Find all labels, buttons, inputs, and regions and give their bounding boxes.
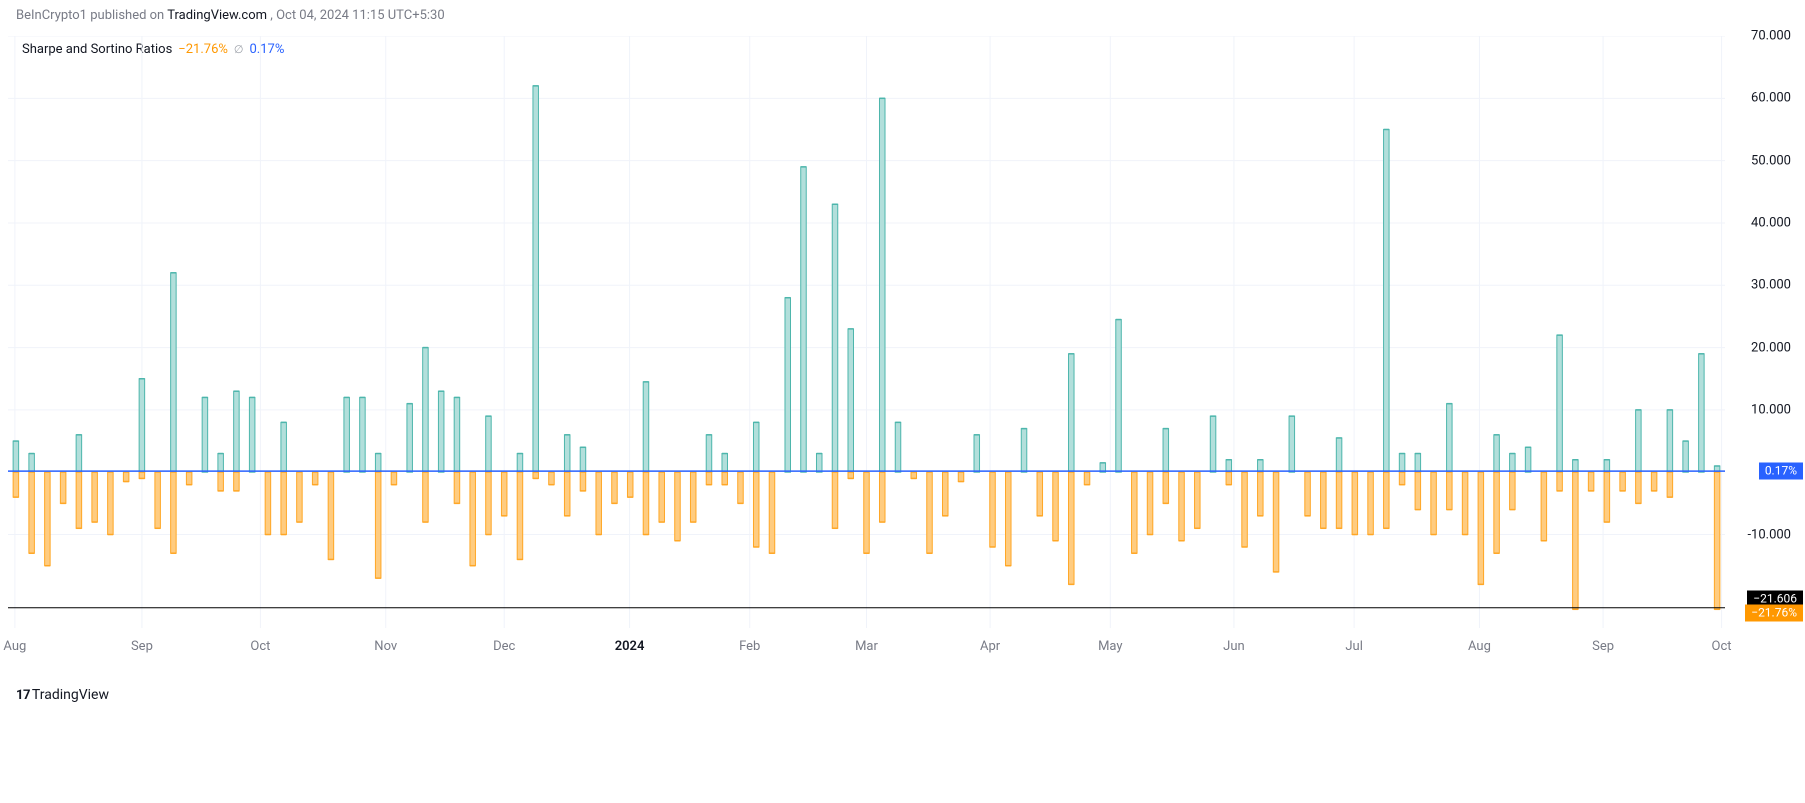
y-tick: 10.000 — [1751, 402, 1791, 417]
chart-plot[interactable] — [8, 36, 1725, 628]
x-tick: Apr — [980, 639, 1000, 654]
x-axis[interactable]: AugSepOctNovDec2024FebMarAprMayJunJulAug… — [8, 633, 1725, 663]
x-tick: Mar — [855, 639, 878, 654]
x-tick: Oct — [250, 639, 270, 654]
x-tick: Aug — [1468, 639, 1491, 654]
x-tick: Feb — [739, 639, 760, 654]
published-on: published on — [90, 8, 167, 23]
y-tick: 20.000 — [1751, 340, 1791, 355]
y-axis[interactable]: 70.00060.00050.00040.00030.00020.00010.0… — [1727, 36, 1805, 628]
tradingview-logo[interactable]: 17 TradingView — [16, 687, 109, 703]
x-tick: Nov — [374, 639, 397, 654]
x-tick: Dec — [493, 639, 515, 654]
x-tick: May — [1098, 639, 1122, 654]
tv-text: TradingView — [32, 687, 109, 703]
y-tick: 60.000 — [1751, 91, 1791, 106]
y-tick: -10.000 — [1747, 527, 1791, 542]
x-tick: Aug — [3, 639, 26, 654]
y-tick: 50.000 — [1751, 153, 1791, 168]
y-tick: 30.000 — [1751, 278, 1791, 293]
x-tick: Sep — [131, 639, 153, 654]
y-badge: −21.76% — [1745, 605, 1803, 622]
source: TradingView.com — [167, 8, 267, 23]
timestamp: , Oct 04, 2024 11:15 UTC+5:30 — [270, 8, 444, 23]
chart-svg — [8, 36, 1725, 628]
x-tick: Oct — [1712, 639, 1732, 654]
x-tick: Sep — [1592, 639, 1614, 654]
y-tick: 40.000 — [1751, 215, 1791, 230]
publisher: BeInCrypto1 — [16, 8, 87, 23]
x-tick: Jul — [1345, 639, 1363, 654]
x-tick: Jun — [1223, 639, 1245, 654]
x-tick: 2024 — [615, 639, 645, 654]
attribution-line: BeInCrypto1 published on TradingView.com… — [16, 8, 445, 23]
y-badge: 0.17% — [1759, 463, 1803, 480]
tv-glyph: 17 — [16, 688, 30, 703]
y-tick: 70.000 — [1751, 29, 1791, 44]
